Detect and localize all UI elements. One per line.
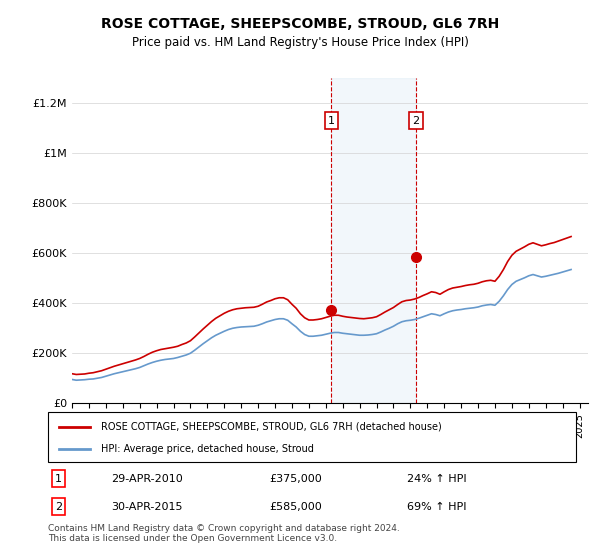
- Text: 29-APR-2010: 29-APR-2010: [112, 474, 183, 484]
- Text: 1: 1: [328, 115, 335, 125]
- Text: Price paid vs. HM Land Registry's House Price Index (HPI): Price paid vs. HM Land Registry's House …: [131, 36, 469, 49]
- Text: 2: 2: [412, 115, 419, 125]
- Text: 2: 2: [55, 502, 62, 512]
- Bar: [331, 78, 416, 403]
- FancyBboxPatch shape: [48, 412, 576, 462]
- Text: 24% ↑ HPI: 24% ↑ HPI: [407, 474, 467, 484]
- Text: £375,000: £375,000: [270, 474, 323, 484]
- Text: ROSE COTTAGE, SHEEPSCOMBE, STROUD, GL6 7RH: ROSE COTTAGE, SHEEPSCOMBE, STROUD, GL6 7…: [101, 17, 499, 31]
- Text: Contains HM Land Registry data © Crown copyright and database right 2024.
This d: Contains HM Land Registry data © Crown c…: [48, 524, 400, 543]
- Text: ROSE COTTAGE, SHEEPSCOMBE, STROUD, GL6 7RH (detached house): ROSE COTTAGE, SHEEPSCOMBE, STROUD, GL6 7…: [101, 422, 442, 432]
- Text: 1: 1: [55, 474, 62, 484]
- Text: £585,000: £585,000: [270, 502, 323, 512]
- Text: HPI: Average price, detached house, Stroud: HPI: Average price, detached house, Stro…: [101, 445, 314, 454]
- Text: 69% ↑ HPI: 69% ↑ HPI: [407, 502, 467, 512]
- Text: 30-APR-2015: 30-APR-2015: [112, 502, 183, 512]
